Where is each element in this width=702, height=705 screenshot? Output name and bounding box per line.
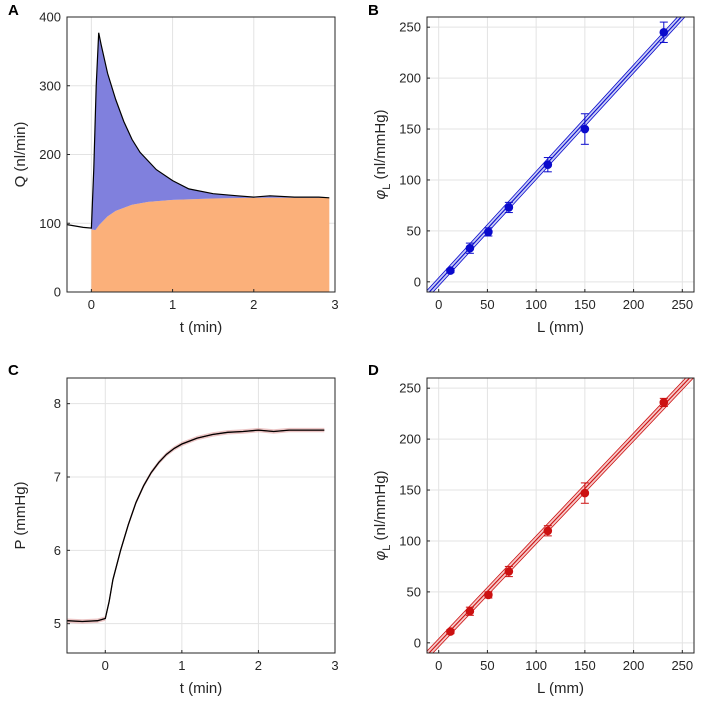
data-point (446, 627, 455, 636)
x-tick-label: 2 (250, 297, 257, 312)
x-tick-label: 1 (178, 658, 185, 673)
y-tick-label: 150 (399, 483, 421, 498)
panel-c: 0 1 2 3 5 6 7 8 t (min) P (mmHg) C (8, 362, 339, 697)
x-tick-label: 2 (255, 658, 262, 673)
y-tick-label: 250 (399, 20, 421, 35)
x-tick-label: 3 (331, 297, 338, 312)
panel-label: D (368, 362, 379, 379)
y-label-symbol: φ (372, 190, 389, 200)
y-tick-label: 0 (54, 285, 61, 300)
y-tick-label: 0 (414, 635, 421, 650)
x-tick-label: 50 (480, 658, 494, 673)
x-tick-label: 3 (331, 658, 338, 673)
x-tick-label: 200 (623, 297, 645, 312)
fit-band-lower (432, 17, 686, 292)
panel-label: A (8, 2, 19, 19)
y-tick-label: 7 (54, 470, 61, 485)
x-tick-label: 0 (88, 297, 95, 312)
y-tick-label: 150 (399, 122, 421, 137)
x-tick-label: 0 (435, 297, 442, 312)
y-tick-label: 8 (54, 396, 61, 411)
data-point (580, 124, 590, 134)
y-tick-label: 200 (399, 71, 421, 86)
data-point (446, 266, 455, 275)
panel-b: 0 50 100 150 200 250 0 50 100 150 200 250 L (mm) φL (… (368, 2, 695, 336)
y-axis-label: Q (nl/min) (12, 122, 29, 188)
y-axis-label: φL (nl/mmHg) (372, 109, 393, 199)
x-axis-label: L (mm) (537, 680, 584, 697)
fit-band-upper (427, 378, 687, 652)
y-label-units: (nl/mmHg) (372, 109, 389, 183)
y-tick-label: 5 (54, 616, 61, 631)
data-point (465, 243, 475, 253)
x-tick-label: 100 (525, 658, 547, 673)
plot-area (427, 378, 694, 653)
plot-frame (426, 377, 695, 654)
y-tick-label: 6 (54, 543, 61, 558)
data-point (659, 398, 669, 407)
plot-frame (426, 16, 695, 293)
panel-label: B (368, 2, 379, 19)
x-tick-label: 50 (480, 297, 494, 312)
x-tick-label: 250 (671, 658, 693, 673)
y-tick-label: 0 (414, 274, 421, 289)
panel-label: C (8, 362, 19, 379)
panel-d: 0 50 100 150 200 250 0 50 100 150 200 250 L (mm) φL (… (368, 362, 695, 697)
x-tick-label: 200 (623, 658, 645, 673)
y-tick-label: 100 (39, 216, 61, 231)
x-tick-label: 0 (102, 658, 109, 673)
y-tick-label: 50 (407, 584, 421, 599)
y-tick-label: 200 (399, 432, 421, 447)
y-axis-label: φL (nl/mmHg) (372, 470, 393, 560)
x-tick-label: 100 (525, 297, 547, 312)
data-point (504, 203, 514, 212)
data-point (659, 27, 669, 37)
x-tick-label: 150 (574, 297, 596, 312)
y-tick-label: 400 (39, 10, 61, 25)
y-tick-label: 50 (407, 223, 421, 238)
total-flow-line (67, 32, 330, 229)
y-label-subscript: L (381, 545, 393, 551)
y-label-symbol: φ (372, 551, 389, 561)
y-tick-label: 100 (399, 533, 421, 548)
x-tick-label: 150 (574, 658, 596, 673)
x-axis-label: L (mm) (537, 319, 584, 336)
data-point (465, 606, 475, 616)
y-axis-label: P (mmHg) (12, 481, 29, 549)
plot-area (67, 32, 330, 292)
y-label-units: (nl/mmHg) (372, 470, 389, 544)
pressure-line (67, 429, 325, 623)
x-axis-label: t (min) (180, 680, 223, 697)
x-tick-label: 250 (671, 297, 693, 312)
x-axis-label: t (min) (180, 319, 223, 336)
data-point (543, 526, 553, 536)
plot-area (67, 427, 325, 624)
x-tick-label: 0 (435, 658, 442, 673)
y-tick-label: 100 (399, 172, 421, 187)
panel-a: 0 1 2 3 0 100 200 300 400 t (min) Q (nl/min) A (8, 2, 339, 336)
x-tick-label: 1 (169, 297, 176, 312)
fit-band-upper (427, 17, 678, 291)
data-point (504, 567, 514, 576)
data-point (484, 590, 493, 600)
baseline-flow-area (91, 197, 330, 292)
y-tick-label: 300 (39, 78, 61, 93)
y-tick-label: 250 (399, 381, 421, 396)
plot-frame (66, 377, 336, 654)
y-label-subscript: L (381, 184, 393, 190)
plot-area (427, 17, 686, 292)
data-point (543, 160, 553, 169)
excess-flow-area (91, 32, 330, 231)
fit-band-lower (432, 378, 694, 653)
data-point (484, 227, 493, 237)
data-point (580, 488, 590, 498)
y-tick-label: 200 (39, 147, 61, 162)
